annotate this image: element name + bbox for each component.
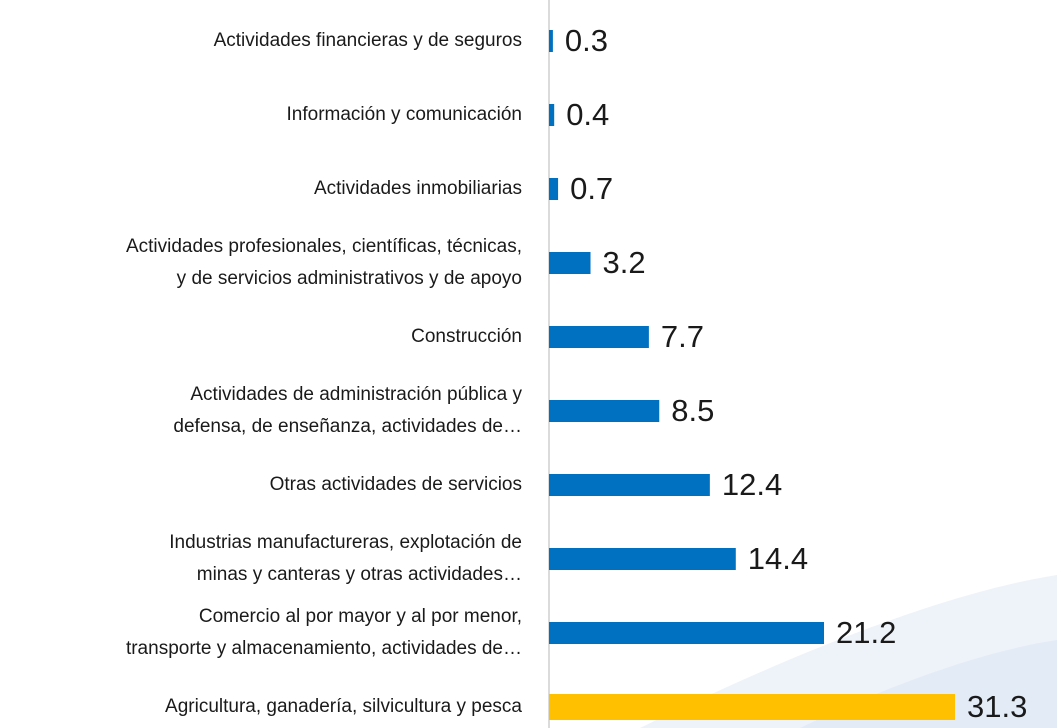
value-label: 14.4 <box>748 541 808 576</box>
bar <box>549 694 956 720</box>
value-label: 12.4 <box>722 467 782 502</box>
category-label: Actividades financieras y de seguros <box>214 30 522 51</box>
bar <box>549 474 710 496</box>
category-label: Construcción <box>411 326 522 347</box>
category-label: y de servicios administrativos y de apoy… <box>177 268 522 289</box>
bar <box>549 178 559 200</box>
value-label: 0.4 <box>566 97 609 132</box>
category-label: Actividades de administración pública y <box>190 384 522 405</box>
bar <box>549 104 555 126</box>
value-label: 8.5 <box>671 393 714 428</box>
category-label: Información y comunicación <box>287 104 523 125</box>
bar <box>549 400 660 422</box>
category-label: Otras actividades de servicios <box>270 474 522 495</box>
value-label: 0.7 <box>570 171 613 206</box>
category-label: minas y canteras y otras actividades… <box>197 564 522 585</box>
bar <box>549 252 591 274</box>
bar <box>549 622 824 644</box>
category-label: Comercio al por mayor y al por menor, <box>199 606 522 627</box>
category-label: defensa, de enseñanza, actividades de… <box>173 416 522 437</box>
bar <box>549 30 553 52</box>
value-label: 21.2 <box>836 615 896 650</box>
value-label: 31.3 <box>967 689 1027 724</box>
category-label: transporte y almacenamiento, actividades… <box>126 638 522 659</box>
bar <box>549 326 649 348</box>
category-label: Industrias manufactureras, explotación d… <box>169 532 522 553</box>
value-label: 3.2 <box>603 245 646 280</box>
category-label: Actividades inmobiliarias <box>314 178 522 199</box>
category-label: Agricultura, ganadería, silvicultura y p… <box>165 696 522 717</box>
value-label: 0.3 <box>565 23 608 58</box>
category-label: Actividades profesionales, científicas, … <box>126 236 522 257</box>
value-label: 7.7 <box>661 319 704 354</box>
bar <box>549 548 736 570</box>
